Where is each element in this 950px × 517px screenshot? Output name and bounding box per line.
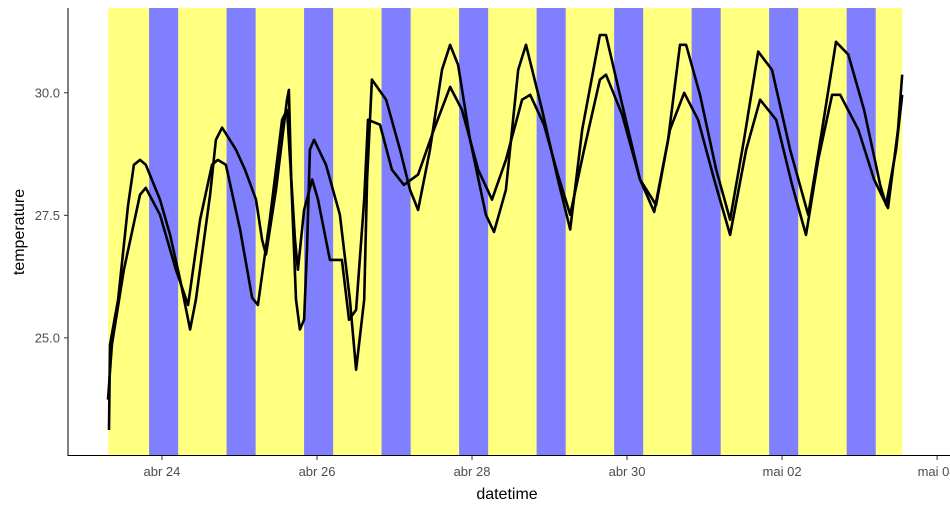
x-axis-title: datetime xyxy=(476,486,537,503)
x-tick-label: abr 26 xyxy=(299,464,336,479)
y-tick-label: 27.5 xyxy=(35,208,60,223)
x-tick-label: mai 04 xyxy=(918,464,950,479)
night-band xyxy=(459,8,489,455)
night-band xyxy=(846,8,876,455)
y-tick-label: 25.0 xyxy=(35,330,60,345)
series-line-2 xyxy=(106,73,904,400)
series-lines xyxy=(106,33,904,431)
day-night-bands xyxy=(108,8,903,455)
x-tick-label: abr 30 xyxy=(609,464,646,479)
x-tick-label: abr 28 xyxy=(454,464,491,479)
x-tick-label: abr 24 xyxy=(144,464,181,479)
x-tick-label: mai 02 xyxy=(763,464,802,479)
night-band xyxy=(304,8,334,455)
night-band xyxy=(691,8,721,455)
series-line-1 xyxy=(107,33,904,431)
y-axis-ticks: 25.0 27.5 30.0 xyxy=(35,85,68,345)
night-band xyxy=(381,8,411,455)
night-band xyxy=(614,8,644,455)
y-axis-title: temperature xyxy=(11,189,28,275)
y-tick-label: 30.0 xyxy=(35,85,60,100)
x-axis-ticks: abr 24 abr 26 abr 28 abr 30 mai 02 mai 04 xyxy=(144,456,950,479)
night-band xyxy=(536,8,566,455)
